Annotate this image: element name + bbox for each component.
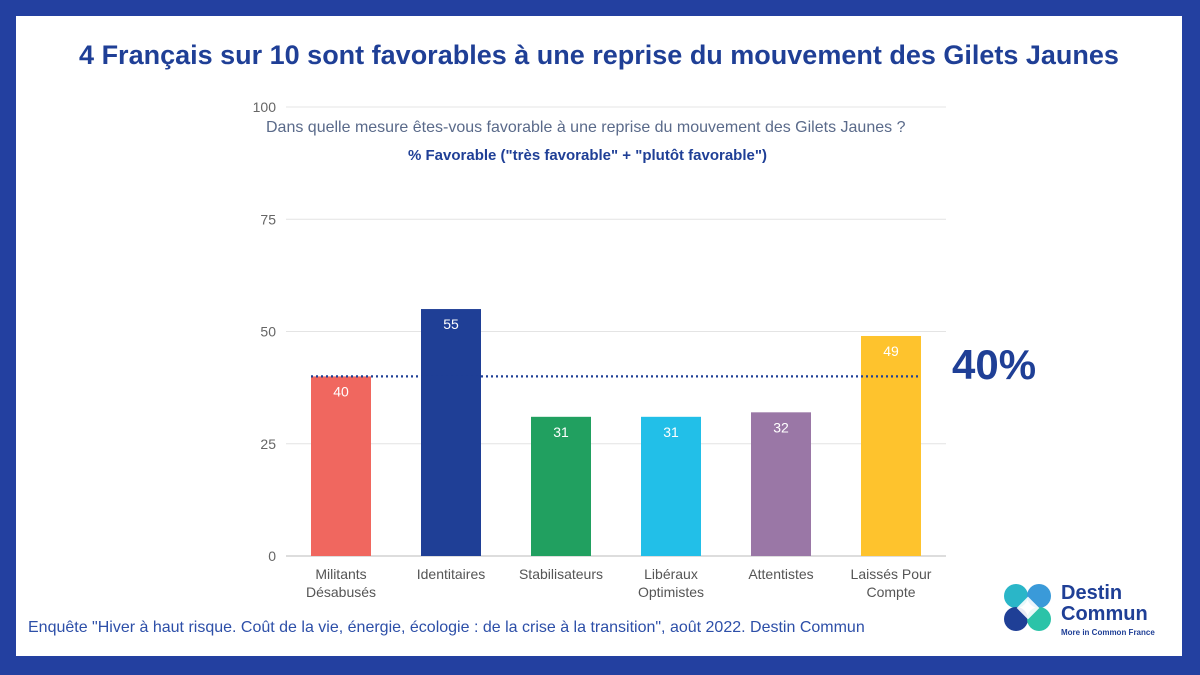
- logo-tagline: More in Common France: [1061, 628, 1155, 637]
- bar: [531, 416, 591, 556]
- category-label: Compte: [866, 584, 915, 600]
- measure-label: % Favorable ("très favorable" + "plutôt …: [408, 147, 767, 164]
- logo-name: Destin Commun: [1061, 582, 1148, 625]
- survey-question: Dans quelle mesure êtes-vous favorable à…: [266, 119, 906, 136]
- category-label: Libéraux: [644, 566, 698, 582]
- bar: [751, 412, 811, 556]
- bar-value-label: 31: [553, 424, 569, 440]
- category-label: Optimistes: [638, 584, 704, 600]
- source-footer: Enquête "Hiver à haut risque. Coût de la…: [28, 619, 865, 636]
- bar: [311, 376, 371, 556]
- y-tick-label: 75: [260, 211, 276, 227]
- y-tick-label: 50: [260, 324, 276, 340]
- overall-percentage: 40%: [952, 341, 1037, 388]
- y-tick-label: 25: [260, 436, 276, 452]
- category-label: Attentistes: [748, 566, 813, 582]
- destin-commun-logo: Destin Commun More in Common France: [1001, 581, 1171, 641]
- y-tick-label: 100: [253, 99, 277, 115]
- y-tick-label: 0: [268, 548, 276, 564]
- category-label: Stabilisateurs: [519, 566, 603, 582]
- bar: [421, 309, 481, 556]
- chart-frame: 4 Français sur 10 sont favorables à une …: [16, 16, 1182, 656]
- logo-mark-icon: [1004, 584, 1051, 631]
- bar-chart: 0 25 50 75 100 40 Militants Désabusés 55 Identita…: [253, 99, 946, 600]
- bar: [641, 416, 701, 556]
- bar-value-label: 32: [773, 419, 789, 435]
- category-label: Identitaires: [417, 566, 485, 582]
- bar: [861, 335, 921, 556]
- category-label: Laissés Pour: [851, 566, 932, 582]
- chart-title: 4 Français sur 10 sont favorables à une …: [79, 40, 1119, 70]
- category-label: Désabusés: [306, 584, 376, 600]
- category-label: Militants: [315, 566, 366, 582]
- bar-value-label: 40: [333, 383, 349, 399]
- bar-value-label: 31: [663, 424, 679, 440]
- bar-value-label: 55: [443, 316, 459, 332]
- bar-value-label: 49: [883, 343, 899, 359]
